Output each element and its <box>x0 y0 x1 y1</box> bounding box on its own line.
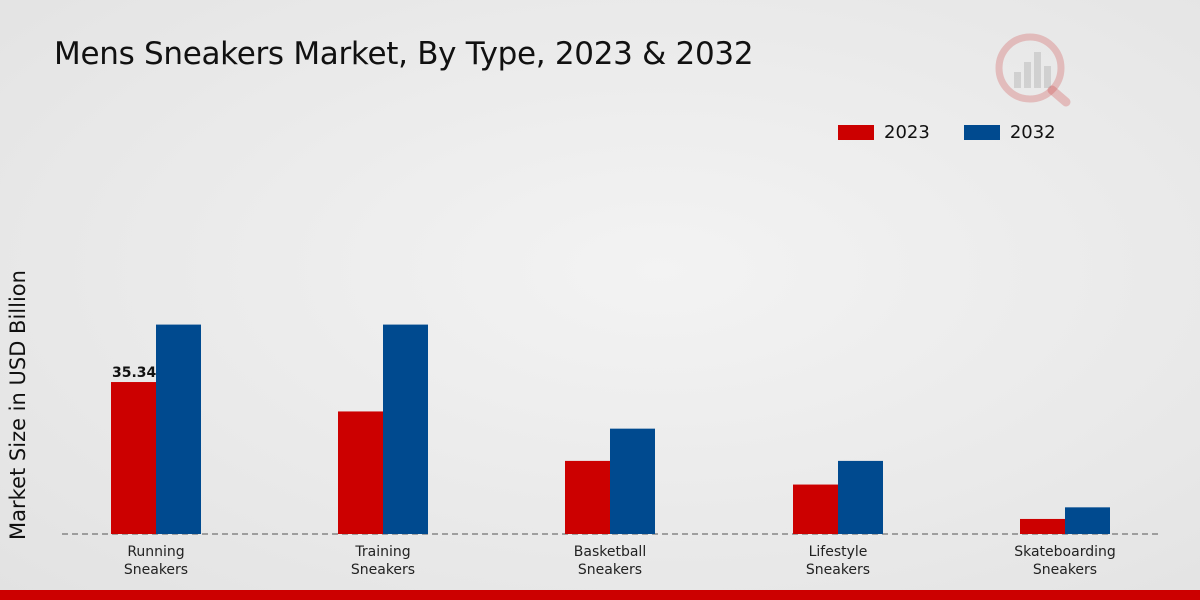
bar-2032-running-sneakers <box>156 324 201 534</box>
bar-2032-skateboarding-sneakers <box>1065 507 1110 534</box>
legend-label-2032: 2032 <box>1009 122 1056 143</box>
bar-2023-basketball-sneakers <box>565 460 610 534</box>
bar-2032-basketball-sneakers <box>610 428 655 534</box>
legend-swatch-2032 <box>963 125 1000 140</box>
x-tick-label: Basketball Sneakers <box>574 544 646 578</box>
bottom-accent-strip <box>0 590 1200 600</box>
legend-item-2032: 2032 <box>963 122 1056 143</box>
bar-2023-lifestyle-sneakers <box>793 484 838 534</box>
x-tick-label: Running Sneakers <box>124 544 188 578</box>
chart-title: Mens Sneakers Market, By Type, 2023 & 20… <box>54 36 754 72</box>
bar-2032-training-sneakers <box>383 324 428 534</box>
x-tick-label: Training Sneakers <box>351 544 415 578</box>
legend: 2023 2032 <box>838 122 1090 143</box>
data-label: 35.34 <box>112 365 157 381</box>
x-tick-label: Lifestyle Sneakers <box>806 544 870 578</box>
legend-label-2023: 2023 <box>884 122 930 143</box>
bar-chart-magnifier-icon <box>992 30 1074 116</box>
bar-2023-skateboarding-sneakers <box>1020 518 1065 534</box>
legend-swatch-2023 <box>838 125 874 140</box>
bar-2032-lifestyle-sneakers <box>838 460 883 534</box>
x-tick-label: Skateboarding Sneakers <box>1014 544 1116 578</box>
bar-2023-running-sneakers <box>111 382 156 534</box>
legend-item-2023: 2023 <box>838 122 930 143</box>
bar-2023-training-sneakers <box>338 411 383 534</box>
